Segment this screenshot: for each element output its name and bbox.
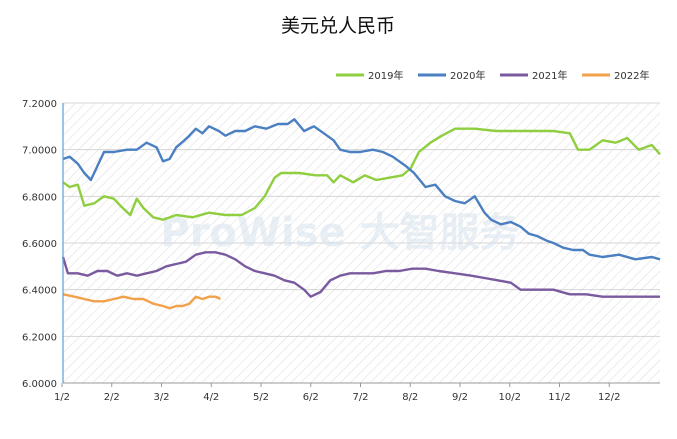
y-tick-label: 7.0000 [22, 146, 57, 157]
y-tick-label: 6.2000 [22, 332, 57, 343]
legend-label: 2022年 [614, 69, 649, 82]
x-tick-label: 4/2 [203, 392, 219, 403]
x-tick-label: 6/2 [303, 392, 319, 403]
x-tick-label: 3/2 [153, 392, 169, 403]
y-tick-label: 6.4000 [22, 286, 57, 297]
axes: 6.0000 6.2000 6.4000 6.6000 6.8000 7.0000 7.20… [22, 99, 660, 403]
x-tick-label: 5/2 [253, 392, 269, 403]
series-line-2020年 [62, 118, 661, 261]
legend-label: 2021年 [532, 69, 567, 82]
y-tick-label: 6.6000 [22, 239, 57, 250]
chart-title: 美元兑人民币 [281, 15, 395, 37]
series-line-2019年 [62, 127, 661, 221]
watermark: ProWise 大智服务 [160, 210, 519, 256]
y-tick-label: 7.2000 [22, 99, 57, 110]
x-tick-label: 1/2 [54, 392, 70, 403]
x-tick-label: 10/2 [499, 392, 521, 403]
gridlines [63, 102, 660, 337]
series-line-2021年 [61, 251, 660, 298]
x-tick-label: 2/2 [104, 392, 120, 403]
x-tick-label: 11/2 [548, 392, 570, 403]
x-tick-label: 12/2 [598, 392, 620, 403]
series-line-2022年 [62, 293, 222, 310]
legend-label: 2020年 [450, 69, 485, 82]
y-tick-label: 6.0000 [22, 379, 57, 390]
x-tick-label: 8/2 [402, 392, 418, 403]
x-tick-label: 7/2 [352, 392, 368, 403]
series-group [61, 118, 661, 310]
y-tick-label: 6.8000 [22, 192, 57, 203]
legend-label: 2019年 [368, 69, 403, 82]
x-tick-label: 9/2 [452, 392, 468, 403]
chart-legend: 2019年 2020年 2021年 2022年 [336, 69, 649, 82]
